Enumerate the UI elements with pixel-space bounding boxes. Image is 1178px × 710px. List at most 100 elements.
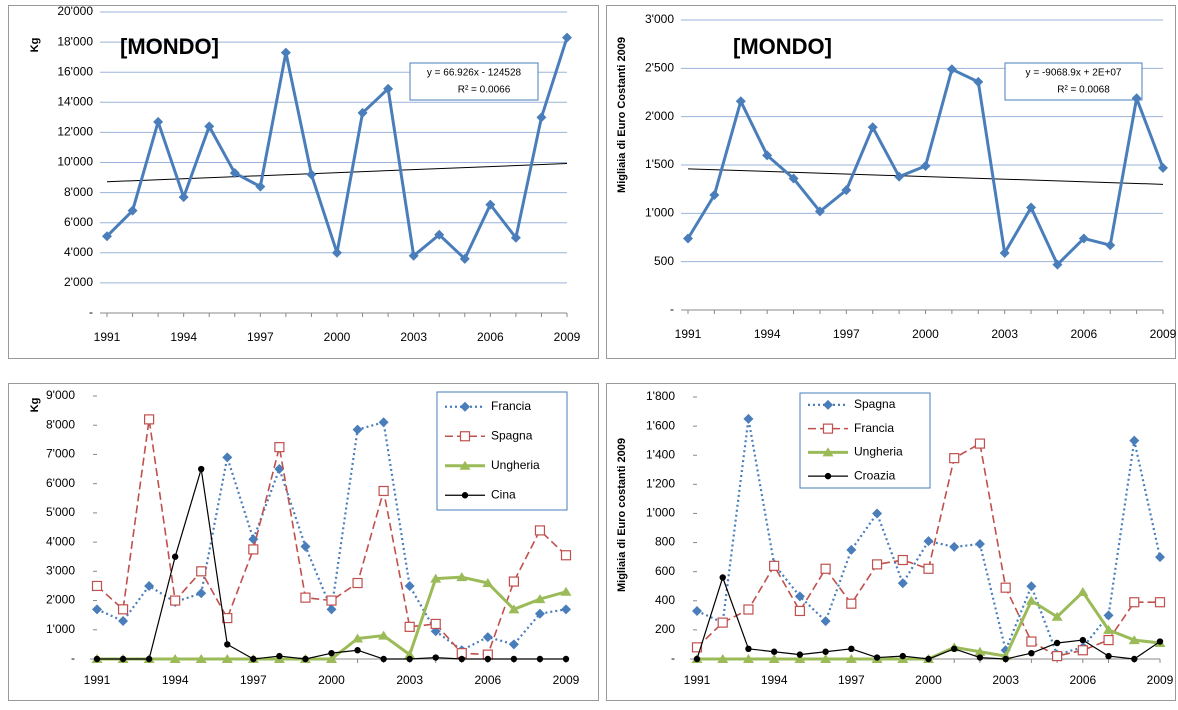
marker bbox=[560, 586, 572, 596]
x-tick-label: 2000 bbox=[915, 673, 942, 687]
legend bbox=[436, 391, 568, 511]
marker bbox=[822, 648, 829, 655]
marker bbox=[873, 654, 881, 661]
marker bbox=[974, 646, 986, 656]
marker bbox=[170, 595, 181, 606]
y-tick-label: 6'000 bbox=[46, 476, 75, 490]
marker bbox=[794, 605, 805, 617]
x-tick-label: 2000 bbox=[318, 673, 345, 687]
marker bbox=[871, 559, 883, 570]
marker bbox=[1000, 582, 1011, 593]
y-tick-label: 10'000 bbox=[57, 155, 93, 169]
marker bbox=[352, 577, 363, 589]
marker bbox=[248, 534, 259, 545]
trendline-r2: R² = 0.0066 bbox=[458, 85, 511, 96]
marker bbox=[430, 573, 442, 583]
legend-label: Spagna bbox=[491, 428, 533, 442]
x-tick-label: 2000 bbox=[912, 327, 939, 341]
y-tick-label: 2'000 bbox=[46, 593, 75, 607]
x-tick-label: 2006 bbox=[477, 330, 504, 344]
marker bbox=[920, 160, 931, 171]
trendline-box bbox=[1004, 62, 1143, 101]
trendline bbox=[687, 168, 1164, 185]
legend-label: Cina bbox=[491, 487, 516, 501]
marker bbox=[1155, 552, 1165, 563]
y-tick-label: 800 bbox=[655, 535, 675, 549]
x-tick-label: 1991 bbox=[94, 330, 121, 344]
y-tick-label: 8'000 bbox=[64, 185, 93, 199]
marker bbox=[280, 47, 291, 58]
y-tick-label: 2'500 bbox=[645, 61, 674, 75]
marker bbox=[432, 654, 439, 661]
y-tick-label: 400 bbox=[655, 593, 675, 607]
marker bbox=[222, 452, 233, 463]
marker bbox=[510, 655, 518, 663]
marker bbox=[276, 652, 283, 660]
marker bbox=[127, 205, 138, 216]
marker bbox=[845, 654, 857, 663]
x-tick-label: 2006 bbox=[1070, 327, 1097, 341]
marker bbox=[770, 648, 778, 655]
marker bbox=[117, 604, 129, 615]
marker bbox=[762, 150, 773, 161]
marker bbox=[735, 96, 746, 107]
marker bbox=[248, 544, 259, 555]
marker bbox=[691, 642, 703, 653]
marker bbox=[745, 645, 752, 653]
y-axis-title: Kg bbox=[29, 398, 41, 413]
marker bbox=[300, 541, 311, 552]
y-tick-label: 1'800 bbox=[646, 389, 675, 403]
marker bbox=[380, 655, 387, 663]
marker bbox=[354, 647, 361, 654]
marker bbox=[326, 595, 337, 606]
y-tick-label: - bbox=[671, 651, 675, 665]
y-tick-label: 3'000 bbox=[46, 564, 75, 578]
marker bbox=[683, 233, 693, 244]
marker bbox=[1131, 655, 1138, 663]
x-tick-label: 2009 bbox=[1147, 673, 1174, 687]
marker bbox=[562, 655, 570, 663]
marker bbox=[743, 604, 754, 615]
x-tick-label: 2006 bbox=[474, 673, 501, 687]
marker bbox=[406, 655, 413, 663]
x-tick-label: 2003 bbox=[992, 673, 1019, 687]
marker bbox=[536, 112, 547, 123]
y-tick-label: 9'000 bbox=[46, 388, 75, 402]
marker bbox=[224, 641, 231, 648]
marker bbox=[848, 645, 855, 653]
marker bbox=[461, 492, 469, 499]
marker bbox=[145, 655, 153, 663]
x-tick-label: 1997 bbox=[240, 673, 267, 687]
marker bbox=[328, 649, 335, 657]
marker bbox=[561, 604, 571, 615]
marker bbox=[872, 508, 883, 519]
marker bbox=[976, 654, 984, 661]
marker bbox=[1026, 581, 1037, 592]
trendline-equation: y = 66.926x - 124528 bbox=[427, 68, 522, 79]
y-tick-label: 2'000 bbox=[645, 109, 674, 123]
marker bbox=[769, 560, 780, 571]
y-tick-label: 6'000 bbox=[64, 215, 93, 229]
marker bbox=[1103, 610, 1114, 621]
marker bbox=[326, 604, 337, 615]
marker bbox=[178, 192, 189, 203]
panel bbox=[8, 5, 599, 359]
marker bbox=[1002, 655, 1009, 663]
y-axis-title: Kg bbox=[29, 38, 41, 53]
y-tick-label: 200 bbox=[655, 622, 675, 636]
marker bbox=[352, 424, 363, 435]
marker bbox=[1025, 595, 1037, 605]
marker bbox=[1105, 652, 1112, 660]
series bbox=[102, 32, 572, 264]
marker bbox=[1026, 202, 1037, 213]
marker bbox=[949, 541, 960, 552]
y-tick-label: 4'000 bbox=[64, 245, 93, 259]
marker bbox=[306, 169, 317, 180]
marker bbox=[973, 76, 984, 87]
y-tick-label: 16'000 bbox=[57, 64, 93, 78]
marker bbox=[534, 608, 545, 619]
marker bbox=[1129, 435, 1140, 446]
y-tick-label: 1'500 bbox=[645, 157, 674, 171]
legend bbox=[799, 392, 931, 489]
